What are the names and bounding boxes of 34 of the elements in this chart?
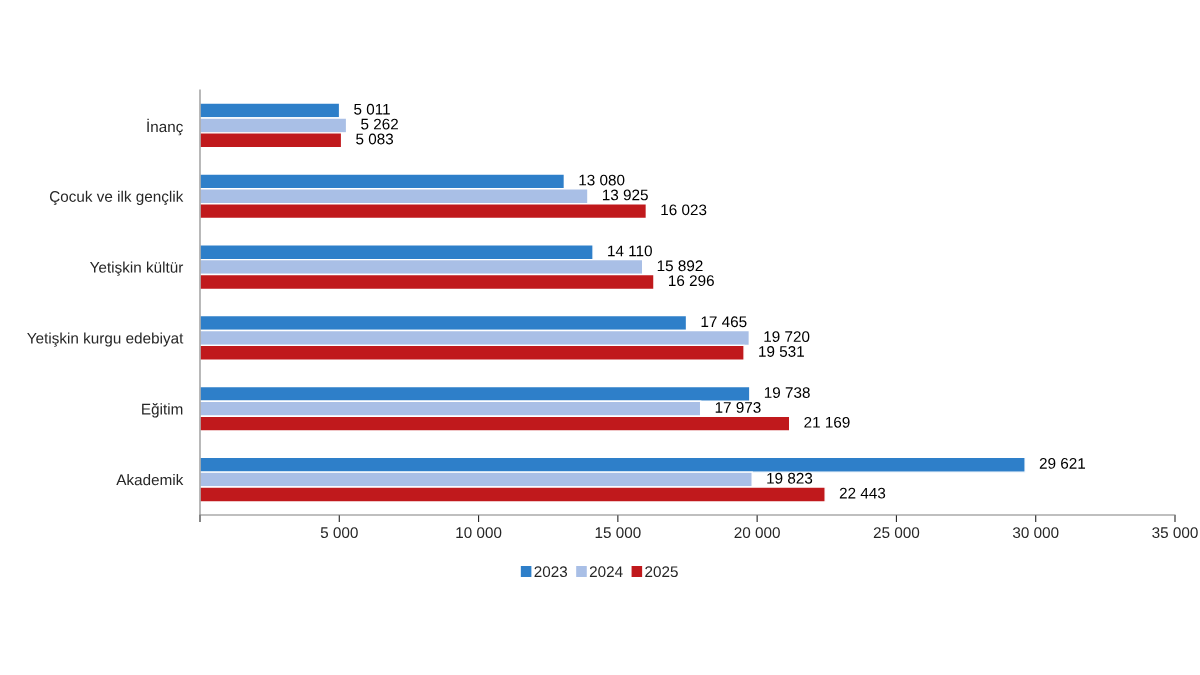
y-tick-label: Yetişkin kurgu edebiyat [27, 332, 184, 347]
data-label: 16 296 [669, 275, 714, 287]
x-tick-label: 10 000 [456, 527, 502, 539]
data-label: 21 169 [804, 416, 850, 428]
x-tick-label: 5 000 [320, 527, 358, 539]
x-tick-label: 35 000 [1152, 527, 1198, 539]
y-tick-label: Yetişkin kültür [89, 261, 184, 276]
data-label: 19 531 [759, 346, 804, 357]
data-label: 13 925 [602, 189, 648, 201]
data-label: 29 621 [1039, 457, 1086, 469]
y-tick-label: Eğitim [142, 403, 183, 418]
data-label: 5 011 [354, 103, 390, 115]
legend-label: 2023 [534, 566, 568, 578]
y-tick-label: İnanç [147, 118, 183, 136]
data-label: 13 080 [579, 174, 625, 186]
data-label: 19 823 [767, 472, 813, 484]
data-label: 16 023 [661, 204, 707, 216]
data-label: 22 443 [839, 487, 886, 499]
x-tick-label: 30 000 [1012, 527, 1059, 539]
data-label: 5 262 [361, 118, 398, 130]
legend-label: 2024 [589, 566, 623, 578]
y-tick-label: Akademik [116, 474, 184, 486]
x-tick-label: 15 000 [595, 527, 641, 539]
data-label: 17 465 [701, 316, 747, 328]
y-tick-label: Çocuk ve ilk gençlik [49, 190, 184, 206]
legend-label: 2025 [645, 566, 678, 578]
data-label: 5 083 [356, 133, 394, 145]
data-label: 19 720 [764, 331, 810, 343]
x-tick-label: 20 000 [734, 527, 780, 539]
data-label: 19 738 [764, 387, 810, 398]
data-label: 15 892 [657, 260, 703, 272]
x-tick-label: 25 000 [873, 527, 920, 539]
data-label: 17 973 [715, 402, 761, 413]
data-label: 14 110 [608, 245, 652, 257]
